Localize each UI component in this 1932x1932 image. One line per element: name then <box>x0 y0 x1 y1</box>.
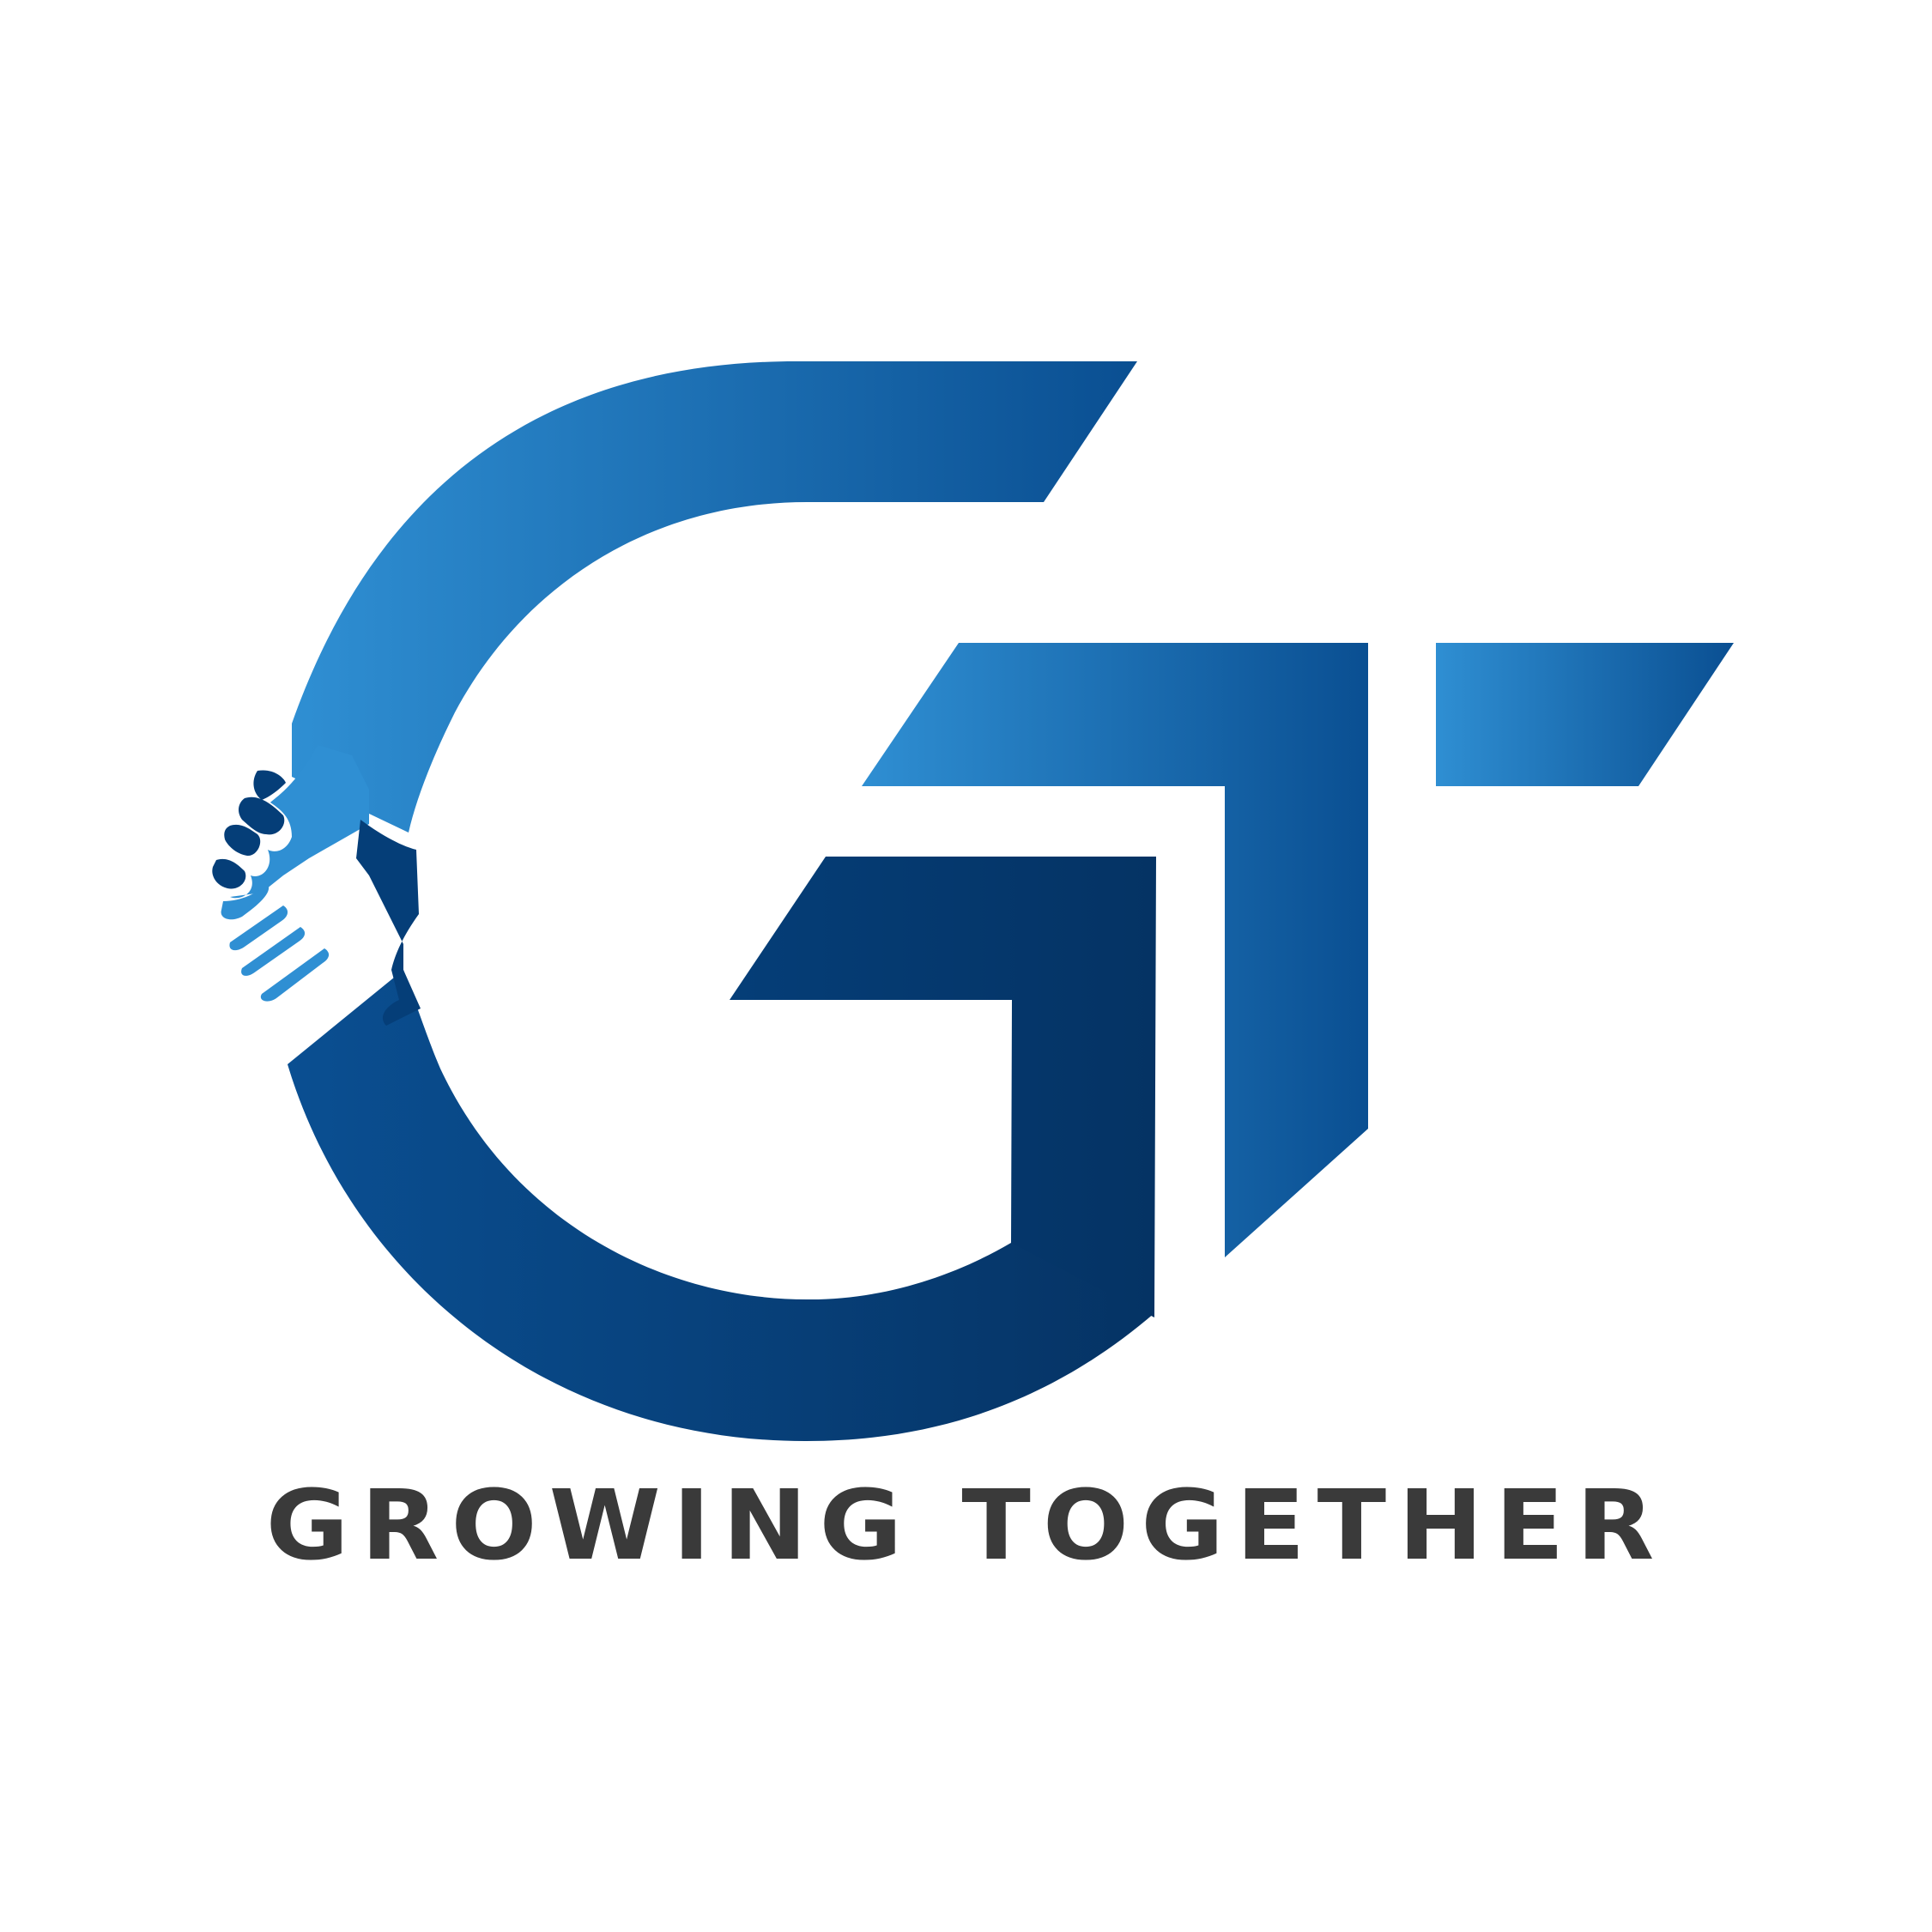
t-main-shape <box>862 643 1368 1257</box>
g-upper-arc <box>292 360 1137 833</box>
handshake-right-hand <box>212 770 421 1026</box>
g-inner-bar <box>730 857 1156 1317</box>
g-lower-arc <box>288 970 1154 1442</box>
handshake-left-hand <box>221 745 369 1002</box>
t-right-bar <box>1436 643 1734 786</box>
tagline: GROWING TOGETHER <box>265 1469 1667 1582</box>
